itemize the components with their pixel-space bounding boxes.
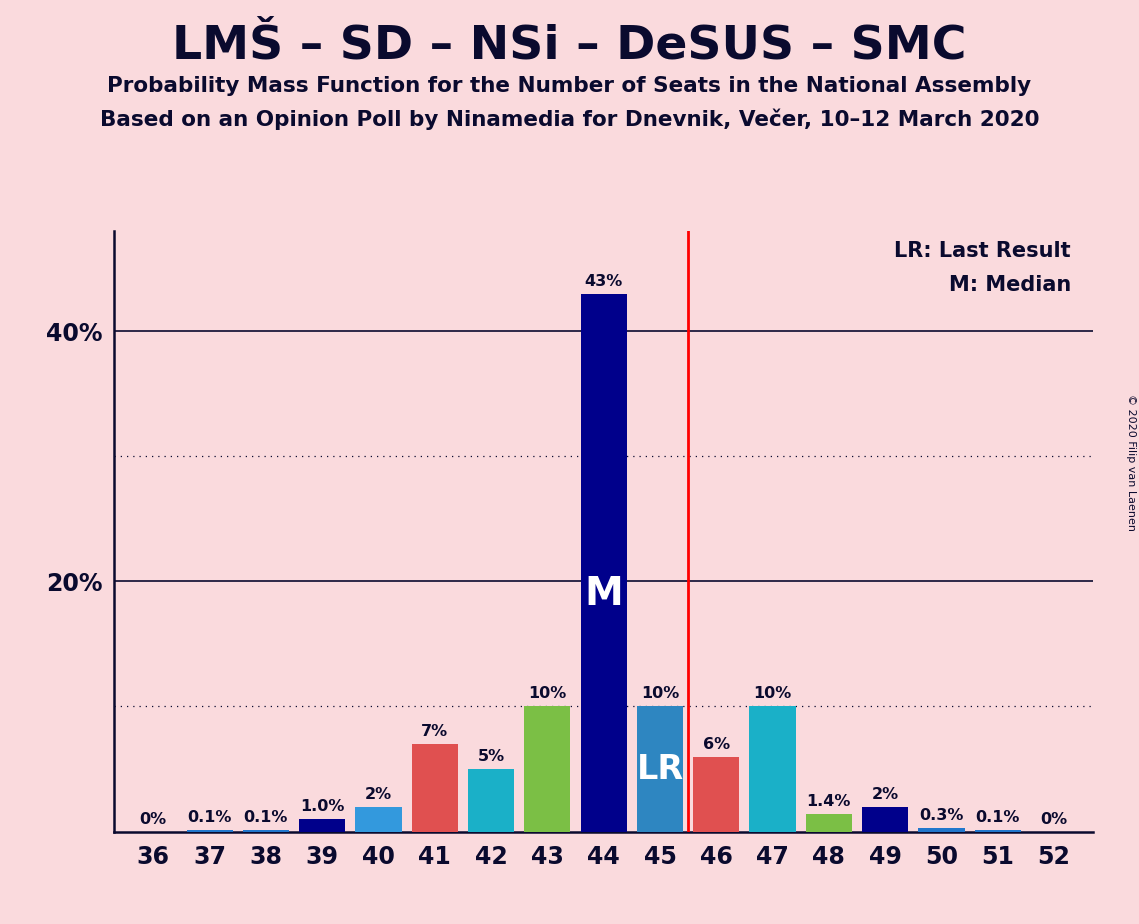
Text: 43%: 43%	[584, 274, 623, 288]
Text: Probability Mass Function for the Number of Seats in the National Assembly: Probability Mass Function for the Number…	[107, 76, 1032, 96]
Bar	[749, 707, 796, 832]
Bar	[694, 757, 739, 832]
Bar	[468, 769, 514, 832]
Bar	[637, 707, 683, 832]
Bar	[581, 294, 626, 832]
Text: 2%: 2%	[364, 786, 392, 801]
Text: 0%: 0%	[140, 811, 167, 827]
Bar	[187, 831, 232, 832]
Text: 6%: 6%	[703, 736, 730, 751]
Text: LMŠ – SD – NSi – DeSUS – SMC: LMŠ – SD – NSi – DeSUS – SMC	[172, 23, 967, 68]
Text: 2%: 2%	[871, 786, 899, 801]
Text: 1.0%: 1.0%	[300, 799, 344, 814]
Text: 0.3%: 0.3%	[919, 808, 964, 823]
Bar	[862, 807, 908, 832]
Bar	[243, 831, 289, 832]
Text: 0.1%: 0.1%	[244, 810, 288, 825]
Text: M: M	[584, 575, 623, 613]
Text: © 2020 Filip van Laenen: © 2020 Filip van Laenen	[1126, 394, 1136, 530]
Bar	[355, 807, 402, 832]
Text: 7%: 7%	[421, 724, 449, 739]
Text: 1.4%: 1.4%	[806, 794, 851, 809]
Text: M: Median: M: Median	[949, 274, 1071, 295]
Text: LR: Last Result: LR: Last Result	[894, 241, 1071, 261]
Bar	[805, 814, 852, 832]
Text: 10%: 10%	[528, 687, 566, 701]
Text: 10%: 10%	[641, 687, 679, 701]
Bar	[411, 744, 458, 832]
Text: 5%: 5%	[477, 749, 505, 764]
Text: 10%: 10%	[753, 687, 792, 701]
Text: 0%: 0%	[1040, 811, 1067, 827]
Bar	[300, 819, 345, 832]
Bar	[524, 707, 571, 832]
Bar	[918, 828, 965, 832]
Bar	[975, 831, 1021, 832]
Text: 0.1%: 0.1%	[975, 810, 1019, 825]
Text: 0.1%: 0.1%	[188, 810, 232, 825]
Text: Based on an Opinion Poll by Ninamedia for Dnevnik, Večer, 10–12 March 2020: Based on an Opinion Poll by Ninamedia fo…	[100, 108, 1039, 129]
Text: LR: LR	[637, 752, 683, 785]
